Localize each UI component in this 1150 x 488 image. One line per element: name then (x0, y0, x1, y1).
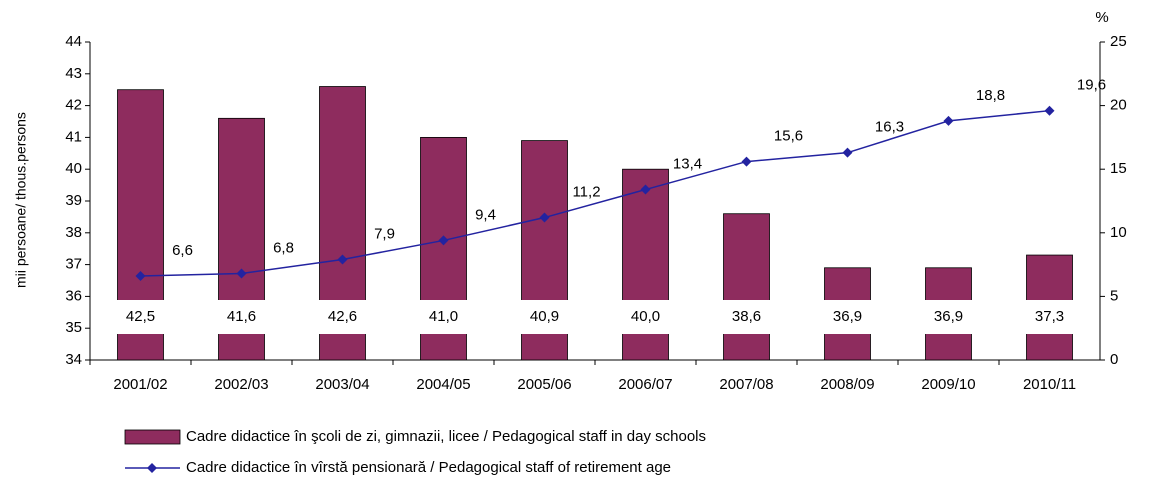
y-tick-label: 37 (65, 256, 82, 273)
y-tick-label: 42 (65, 97, 82, 114)
value-label: 41,0 (429, 308, 458, 325)
value-label: 36,9 (833, 308, 862, 325)
y-tick-label: 40 (65, 160, 82, 177)
y-tick-label: 34 (65, 351, 82, 368)
y2-tick-label: 20 (1110, 97, 1127, 114)
value-label: 15,6 (774, 128, 803, 145)
y2-tick-label: 0 (1110, 351, 1118, 368)
x-tick-label: 2002/03 (214, 376, 268, 393)
marker (539, 212, 550, 223)
value-label-box (315, 300, 370, 334)
y2-tick-label: 15 (1110, 160, 1127, 177)
marker (337, 254, 348, 265)
bar (723, 213, 770, 361)
value-label: 7,9 (374, 225, 395, 242)
value-label: 18,8 (976, 87, 1005, 104)
marker (438, 235, 449, 246)
y2-axis-title: % (1095, 9, 1108, 26)
y-tick-label: 35 (65, 319, 82, 336)
marker (236, 268, 247, 279)
value-label-box (618, 300, 673, 334)
x-tick-label: 2001/02 (113, 376, 167, 393)
value-label: 37,3 (1035, 308, 1064, 325)
value-label: 19,6 (1077, 77, 1106, 94)
value-label: 6,8 (273, 239, 294, 256)
x-tick-label: 2003/04 (315, 376, 369, 393)
x-tick-label: 2004/05 (416, 376, 470, 393)
legend-label: Cadre didactice în vîrstă pensionară / P… (186, 459, 671, 476)
marker (640, 184, 651, 195)
x-tick-label: 2008/09 (820, 376, 874, 393)
y-tick-label: 44 (65, 33, 82, 50)
x-tick-label: 2010/11 (1023, 376, 1076, 393)
y-tick-label: 36 (65, 287, 82, 304)
y2-tick-label: 25 (1110, 33, 1127, 50)
value-label: 41,6 (227, 308, 256, 325)
value-label-box (416, 300, 471, 334)
marker (842, 147, 853, 158)
x-tick-label: 2006/07 (618, 376, 672, 393)
value-label-box (820, 300, 875, 334)
y-tick-label: 41 (65, 128, 82, 145)
x-tick-label: 2009/10 (921, 376, 975, 393)
x-tick-label: 2005/06 (517, 376, 571, 393)
value-label-box (719, 300, 774, 334)
value-label-box (214, 300, 269, 334)
value-label: 6,6 (172, 242, 193, 259)
marker (943, 115, 954, 126)
value-label: 38,6 (732, 308, 761, 325)
y-tick-label: 38 (65, 224, 82, 241)
line (140, 109, 1050, 277)
value-label: 42,5 (126, 308, 155, 325)
value-label: 9,4 (475, 206, 496, 223)
value-label: 11,2 (572, 184, 600, 201)
value-label-box (113, 300, 168, 334)
value-label: 40,9 (530, 308, 559, 325)
y-tick-label: 39 (65, 192, 82, 209)
value-label-box (517, 300, 572, 334)
value-label: 42,6 (328, 308, 357, 325)
legend-marker (147, 463, 157, 473)
value-label: 16,3 (875, 119, 904, 136)
value-label: 40,0 (631, 308, 660, 325)
value-label: 13,4 (673, 156, 702, 173)
value-label-box (921, 300, 976, 334)
marker (135, 271, 146, 282)
y2-tick-label: 10 (1110, 224, 1127, 241)
value-label: 36,9 (934, 308, 963, 325)
x-tick-label: 2007/08 (719, 376, 773, 393)
value-label-box (1022, 300, 1077, 334)
y-tick-label: 43 (65, 65, 82, 82)
y2-tick-label: 5 (1110, 287, 1118, 304)
legend-swatch (124, 429, 181, 445)
marker (741, 156, 752, 167)
legend-label: Cadre didactice în şcoli de zi, gimnazii… (186, 428, 706, 445)
marker (1044, 105, 1055, 116)
y-axis-title: mii persoane/ thous.persons (13, 112, 29, 288)
